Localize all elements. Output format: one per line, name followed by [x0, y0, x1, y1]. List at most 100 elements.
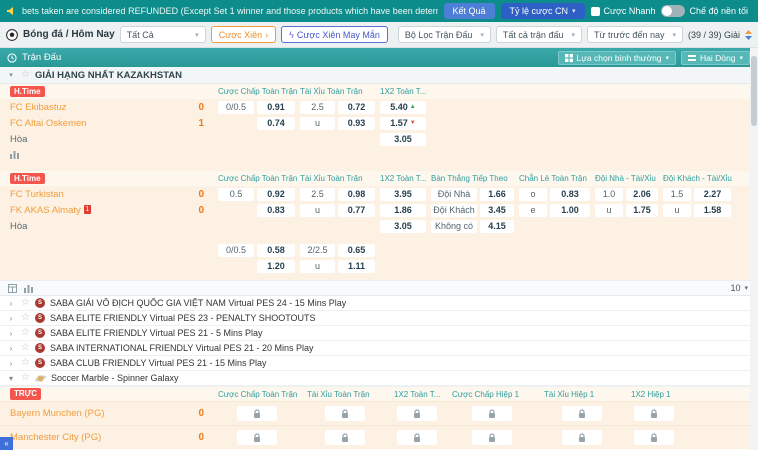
odds-cell[interactable]: 2.5	[300, 100, 335, 114]
odds-cell[interactable]: 5.40 ▲	[380, 100, 426, 114]
stats-chart-icon[interactable]	[10, 150, 19, 159]
odds-cell[interactable]: Không có	[431, 219, 477, 233]
odds-cell[interactable]: 1.00	[550, 203, 590, 217]
odds-cell[interactable]: 1.75	[626, 203, 658, 217]
odds-cell[interactable]: 1.57 ▼	[380, 116, 426, 130]
odds-cell[interactable]: 3.95	[380, 187, 426, 201]
odds-cell[interactable]: 3.45	[480, 203, 514, 217]
expand-chevron-icon[interactable]: ›	[9, 298, 13, 308]
collapse-chevron-icon[interactable]: ▾	[9, 72, 13, 79]
odds-cell[interactable]: 3.05	[380, 219, 426, 233]
odds-cell[interactable]: 1.20	[257, 259, 295, 273]
lucky-parlay-button[interactable]: ϟ Cược Xiên May Mắn	[281, 26, 388, 43]
league-item[interactable]: ▾ ☆ Soccer Marble - Spinner Galaxy	[0, 371, 758, 386]
chart-view-icon[interactable]	[24, 284, 33, 293]
team-name[interactable]: Manchester City (PG)	[10, 432, 102, 443]
league-name[interactable]: SABA ELITE FRIENDLY Virtual PES 23 - PEN…	[49, 313, 316, 323]
league-item[interactable]: › ☆ S SABA INTERNATIONAL FRIENDLY Virtua…	[0, 341, 758, 356]
odds-cell[interactable]: 0.93	[338, 116, 375, 130]
odds-cell[interactable]: 0.83	[257, 203, 295, 217]
odds-cell[interactable]: 0.98	[338, 187, 375, 201]
odds-cell[interactable]: 0/0.5	[218, 243, 254, 257]
favorite-star-icon[interactable]: ☆	[21, 297, 30, 308]
odds-cell[interactable]: 1.11	[338, 259, 375, 273]
odds-cell[interactable]: o	[519, 187, 547, 201]
team-name[interactable]: FC Ekibastuz	[10, 101, 67, 113]
league-name[interactable]: SABA ELITE FRIENDLY Virtual PES 21 - 5 M…	[49, 328, 263, 338]
corner-handle[interactable]: «	[0, 437, 13, 450]
expand-chevron-icon[interactable]: ›	[9, 343, 13, 353]
line-mode-select[interactable]: Hai Dòng ▾	[681, 50, 750, 65]
odds-cell[interactable]: 0.77	[338, 203, 375, 217]
odds-cell[interactable]: Đội Nhà	[431, 187, 477, 201]
team-name[interactable]: FK AKAS Almaty 1	[10, 204, 91, 216]
odds-cell[interactable]: 3.05	[380, 132, 426, 146]
team-name[interactable]: Bayern Munchen (PG)	[10, 408, 105, 419]
odds-cell[interactable]: 1.5	[663, 187, 691, 201]
odds-cell[interactable]: 0.65	[338, 243, 375, 257]
league-name[interactable]: SABA CLUB FRIENDLY Virtual PES 21 - 15 M…	[49, 358, 267, 368]
league-item[interactable]: › ☆ S SABA ELITE FRIENDLY Virtual PES 21…	[0, 326, 758, 341]
odds-cell[interactable]: 0.92	[257, 187, 295, 201]
league-name[interactable]: Soccer Marble - Spinner Galaxy	[50, 373, 179, 383]
expand-chevron-icon[interactable]: ›	[9, 358, 13, 368]
odds-cell[interactable]: 0.91	[257, 100, 295, 114]
match-filter-select[interactable]: Bộ Lọc Trận Đấu ▾	[397, 26, 491, 43]
league-item[interactable]: › ☆ S SABA ELITE FRIENDLY Virtual PES 23…	[0, 311, 758, 326]
favorite-star-icon[interactable]: ☆	[21, 327, 30, 338]
odds-cell[interactable]: 0.72	[338, 100, 375, 114]
sort-icon[interactable]	[745, 29, 753, 40]
odds-cell[interactable]: u	[300, 259, 335, 273]
odds-cell[interactable]: 0/0.5	[218, 100, 254, 114]
odds-cell[interactable]: 0.83	[550, 187, 590, 201]
page-size-select[interactable]: 10 ▾	[730, 283, 748, 293]
odds-cell[interactable]: 2.27	[694, 187, 731, 201]
results-button[interactable]: Kết Quả	[443, 3, 495, 19]
odds-cell[interactable]: 1.66	[480, 187, 514, 201]
odds-cell[interactable]: 1.86	[380, 203, 426, 217]
dark-mode-toggle[interactable]	[661, 5, 686, 17]
league-item[interactable]: › ☆ S SABA CLUB FRIENDLY Virtual PES 21 …	[0, 356, 758, 371]
odds-cell[interactable]: u	[300, 116, 335, 130]
odds-cell[interactable]: 1.58	[694, 203, 731, 217]
quick-bet-option[interactable]: Cược Nhanh	[590, 6, 655, 16]
board-view-icon[interactable]	[8, 283, 17, 293]
odds-cell[interactable]: Đội Khách	[431, 203, 477, 217]
odds-cell[interactable]: e	[519, 203, 547, 217]
all-matches-select[interactable]: Tất cả trận đấu ▾	[495, 26, 582, 43]
display-mode-select[interactable]: Lựa chọn bình thường ▾	[557, 50, 677, 65]
odds-cell[interactable]: u	[663, 203, 691, 217]
collapse-chevron-icon[interactable]: ▾	[8, 373, 13, 383]
parlay-button[interactable]: Cược Xiên ›	[210, 26, 277, 43]
odds-type-dropdown[interactable]: Tỷ lệ cược CN ▾	[500, 3, 585, 19]
expand-chevron-icon[interactable]: ›	[9, 313, 13, 323]
odds-cell[interactable]: u	[300, 203, 335, 217]
quick-bet-checkbox[interactable]	[590, 6, 600, 16]
odds-cell[interactable]: 1.0	[595, 187, 623, 201]
league-header[interactable]: ▾ ☆ GIẢI HẠNG NHẤT KAZAKHSTAN	[0, 67, 758, 84]
odds-cell[interactable]: 0.74	[257, 116, 295, 130]
odds-cell[interactable]: u	[595, 203, 623, 217]
scrollbar-thumb[interactable]	[751, 56, 757, 126]
league-name[interactable]: SABA INTERNATIONAL FRIENDLY Virtual PES …	[49, 343, 314, 353]
league-name[interactable]: SABA GIẢI VÔ ĐỊCH QUỐC GIA VIỆT NAM Virt…	[49, 298, 347, 308]
odds-cell[interactable]: 2/2.5	[300, 243, 335, 257]
favorite-star-icon[interactable]: ☆	[21, 342, 30, 353]
favorite-star-icon[interactable]: ☆	[21, 372, 30, 383]
team-name[interactable]: FC Turkistan	[10, 188, 64, 200]
vertical-scrollbar[interactable]	[750, 48, 758, 450]
favorite-star-icon[interactable]: ☆	[21, 357, 30, 368]
favorite-star-icon[interactable]: ☆	[21, 69, 30, 80]
expand-chevron-icon[interactable]: ›	[9, 328, 13, 338]
dark-mode-control[interactable]: Chế độ nền tối	[661, 5, 748, 17]
competition-filter-select[interactable]: Tất Cả ▾	[119, 26, 206, 43]
odds-cell[interactable]: 4.15	[480, 219, 514, 233]
time-range-select[interactable]: Từ trước đến nay ▾	[586, 26, 683, 43]
odds-cell[interactable]: 0.5	[218, 187, 254, 201]
odds-cell[interactable]: 0.58	[257, 243, 295, 257]
odds-cell[interactable]: 2.06	[626, 187, 658, 201]
team-name[interactable]: FC Altai Oskemen	[10, 117, 87, 129]
league-item[interactable]: › ☆ S SABA GIẢI VÔ ĐỊCH QUỐC GIA VIỆT NA…	[0, 296, 758, 311]
favorite-star-icon[interactable]: ☆	[21, 312, 30, 323]
odds-cell[interactable]: 2.5	[300, 187, 335, 201]
